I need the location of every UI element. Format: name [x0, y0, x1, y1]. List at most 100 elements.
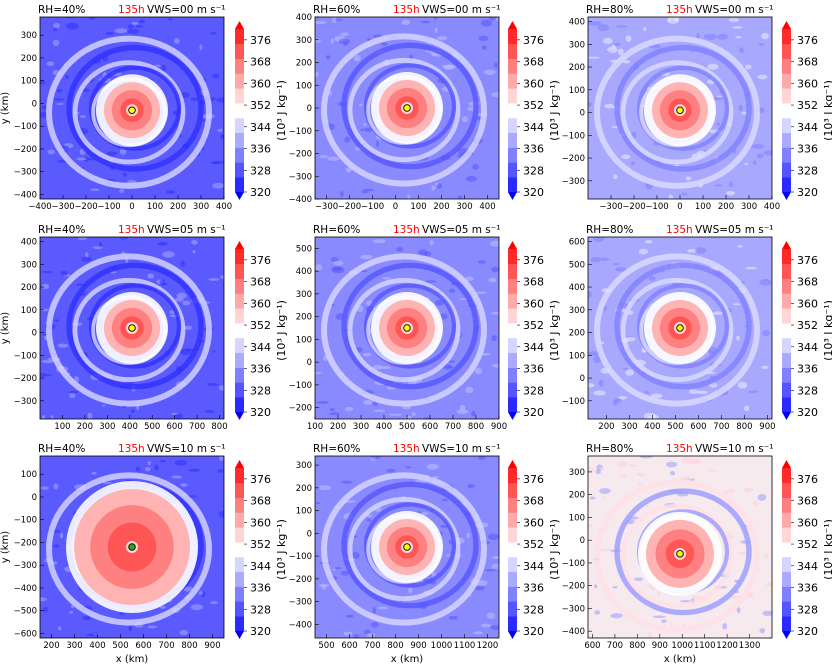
colorbar-extend-max [782, 460, 791, 468]
convective-cell [630, 516, 639, 520]
colorbar-segment [508, 616, 517, 632]
y-tick-label: −100 [562, 559, 585, 569]
convective-cell [190, 97, 198, 101]
colorbar-segment [782, 571, 791, 587]
convective-cell [212, 350, 216, 353]
colorbar-segment [235, 512, 244, 528]
convective-cell [76, 157, 87, 161]
colorbar-tick-label: 336 [523, 363, 544, 376]
convective-cell [657, 591, 661, 596]
convective-cell [696, 390, 708, 395]
convective-cell [725, 489, 736, 494]
convective-cell [722, 623, 728, 630]
vws-title: VWS=05 m s⁻¹ [422, 224, 501, 236]
colorbar-tick-label: 352 [797, 538, 818, 551]
convective-cell [689, 389, 698, 395]
y-tick-label: 100 [569, 513, 585, 523]
y-tick-label: 200 [296, 484, 312, 494]
convective-cell [159, 459, 167, 463]
convective-cell [472, 163, 479, 170]
y-tick-label: 200 [21, 283, 37, 293]
convective-cell [712, 311, 724, 315]
colorbar-tick-label: 336 [797, 363, 818, 376]
convective-cell [101, 404, 106, 407]
colorbar-segment [782, 482, 791, 498]
colorbar-tick-label: 344 [250, 560, 271, 573]
x-tick-label: 100 [695, 202, 711, 212]
convective-cell [595, 469, 601, 475]
y-tick-label: −200 [562, 154, 585, 164]
convective-cell [411, 412, 416, 416]
convective-cell [614, 42, 621, 46]
convective-cell [351, 552, 360, 559]
convective-cell [105, 31, 115, 36]
convective-cell [732, 26, 743, 29]
convective-cell [465, 175, 478, 182]
convective-cell [680, 599, 691, 603]
convective-cell [131, 21, 139, 25]
colorbar-segment [508, 323, 517, 339]
x-tick-label: 700 [607, 641, 623, 651]
colorbar-tick-label: 320 [523, 186, 544, 199]
colorbar-tick-label: 352 [250, 319, 271, 332]
colorbar-segment [508, 352, 517, 368]
convective-cell [53, 483, 59, 490]
colorbar-label: (10³ J kg⁻¹) [275, 300, 288, 361]
colorbar-segment [235, 177, 244, 193]
convective-cell [183, 325, 193, 331]
colorbar-segment [235, 601, 244, 617]
convective-cell [176, 292, 187, 299]
colorbar-segment [508, 367, 517, 383]
convective-cell [744, 162, 749, 165]
convective-cell [315, 264, 323, 271]
convective-cell [640, 456, 653, 459]
colorbar-tick-label: 320 [250, 406, 271, 419]
convective-cell [420, 20, 431, 24]
convective-cell [68, 390, 79, 394]
rainband-ring [363, 63, 457, 149]
convective-cell [331, 17, 337, 23]
convective-cell [192, 249, 196, 254]
rainband-ring [46, 472, 212, 626]
x-tick-label: 1100 [454, 641, 476, 651]
convective-cell [154, 464, 159, 471]
convective-cell [79, 115, 86, 118]
axes-frame [39, 236, 225, 420]
convective-cell [599, 488, 611, 494]
convective-cell [396, 246, 404, 252]
colorbar-segment [235, 323, 244, 339]
colorbar-tick-label: 328 [250, 164, 271, 177]
rainband-ring [363, 502, 457, 588]
colorbar-tick-label: 328 [797, 164, 818, 177]
convective-cell [65, 75, 70, 79]
convective-cell [408, 587, 413, 594]
colorbar-extend-max [508, 460, 517, 468]
rh-title: RH=80% [586, 4, 633, 16]
x-tick-label: 700 [445, 422, 461, 432]
convective-cell [340, 480, 353, 484]
convective-cell [208, 278, 220, 281]
x-tick-label: 800 [736, 422, 752, 432]
convective-cell [594, 610, 601, 615]
convective-cell [218, 511, 224, 518]
convective-cell [161, 64, 166, 72]
y-tick-label: −200 [289, 404, 312, 414]
colorbar-segment [508, 73, 517, 89]
x-tick-label: 200 [330, 422, 346, 432]
convective-cell [174, 459, 188, 466]
convective-cell [372, 239, 386, 244]
convective-cell [180, 348, 192, 355]
panel-p11: −400 −300 −200 −100 0 100 200 300 400−400−300−20… [0, 4, 288, 212]
x-tick-label: −300 [599, 202, 622, 212]
convective-cell [426, 463, 439, 470]
convective-cell [626, 464, 639, 467]
convective-cell [435, 299, 444, 306]
colorbar-tick-label: 368 [797, 495, 818, 508]
colorbar-segment [235, 58, 244, 74]
colorbar-tick-label: 328 [797, 384, 818, 397]
rh-title: RH=80% [586, 224, 633, 236]
rainband-ring [321, 33, 487, 187]
convective-cell [743, 405, 750, 412]
colorbar-tick-label: 344 [797, 560, 818, 573]
